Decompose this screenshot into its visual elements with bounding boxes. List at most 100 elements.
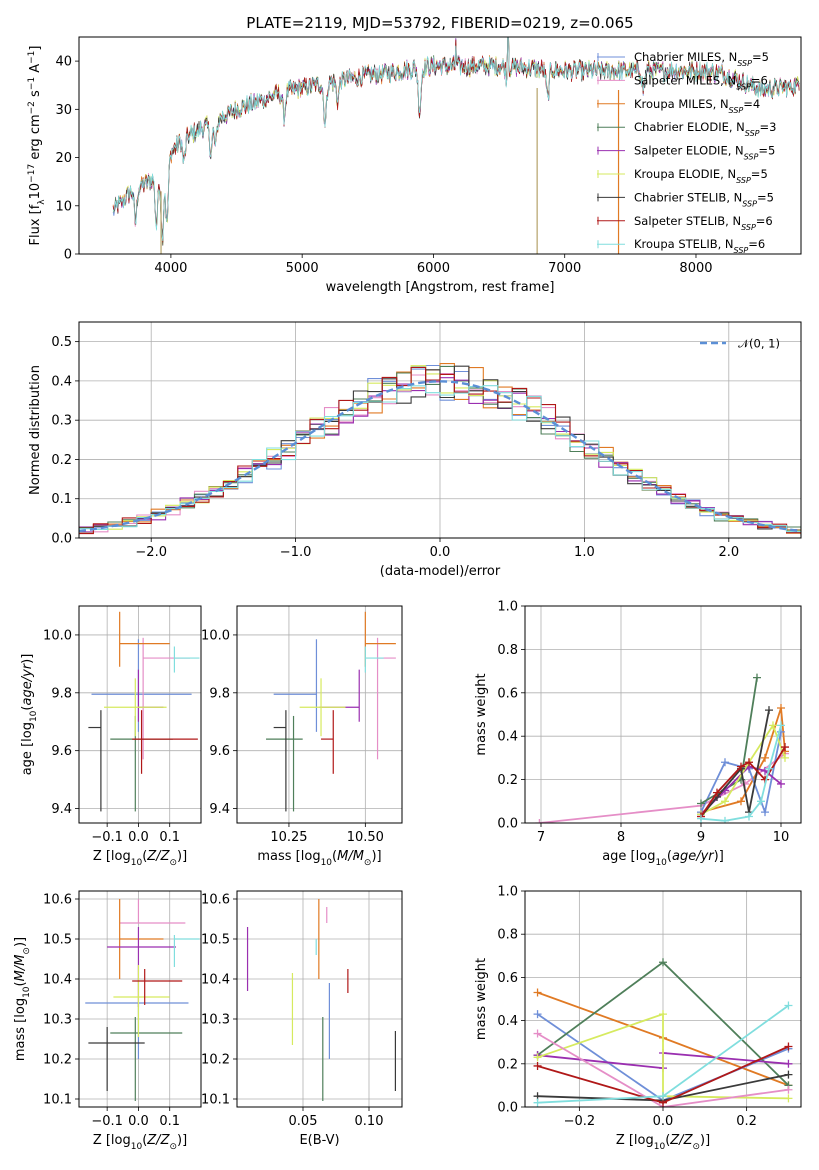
x-tick-label: 6000 [417,261,450,276]
y-tick-label: 0.6 [497,686,518,701]
mass_age-axes: 10.25 10.50 9.4 9.6 9.8 10.0 [201,606,402,845]
weight-line-ke [537,1012,789,1100]
weight-marker-ce [659,958,667,967]
y-tick-label: 20 [55,151,72,166]
legend-label-ks: Kroupa STELIB, NSSP=6 [634,237,765,255]
z_age-frame [78,605,202,824]
mass_age-errorbars [266,611,396,812]
x-tick-label: 9 [697,830,705,845]
legend-label-cs: Chabrier STELIB, NSSP=5 [634,190,774,208]
y-tick-label: 10.5 [201,933,230,948]
weight-marker-ke [781,753,789,762]
spectrum-frame [78,36,802,255]
spectrum-line-ks [112,37,800,242]
weight-marker-cs [784,1070,793,1079]
x-tick-label: 0.0 [653,1114,674,1129]
legend-label-cm: Chabrier MILES, NSSP=5 [634,50,769,68]
histogram-ks [79,385,801,536]
x-tick-label: 0.0 [128,830,149,845]
chart-title: PLATE=2119, MJD=53792, FIBERID=0219, z=0… [246,14,633,32]
spectrum-lines [112,37,800,254]
x-tick-label: 10.25 [270,830,307,845]
residuals-axes: −2.0 −1.0 0.0 1.0 2.0 0.0 0.1 0.2 0.3 0.4 0.5 [51,322,801,560]
y-tick-label: 10.2 [43,1053,72,1068]
z_weight-ylabel: mass weight [474,958,489,1040]
weight-marker-ce [697,799,705,808]
y-tick-label: 0.8 [497,928,518,943]
y-tick-label: 9.6 [51,744,72,759]
weight-marker-ke [721,797,729,806]
weight-marker-ks [784,1001,793,1010]
normal-curve [79,380,801,533]
z_weight-xlabel: Z [log10(Z/Z⊙)] [616,1133,710,1152]
weight-marker-ks [777,721,785,730]
y-tick-label: 10.5 [43,933,72,948]
y-tick-label: 9.4 [209,802,230,817]
legend-label-ke: Kroupa ELODIE, NSSP=5 [634,167,768,185]
weight-marker-ke [533,1053,542,1062]
x-tick-label: 7000 [548,261,581,276]
x-tick-label: 7 [537,830,545,845]
z_mass-xlabel: Z [log10(Z/Z⊙)] [93,1133,187,1152]
z_mass-axes: −0.1 0.0 0.1 10.1 10.2 10.3 10.4 10.5 10.6 [43,891,201,1129]
y-tick-label: 0.0 [497,1101,518,1116]
z_weight-axes: −0.2 0.0 0.2 0.0 0.2 0.4 0.6 0.8 1.0 [497,885,801,1129]
y-tick-label: 10 [55,199,72,214]
y-tick-label: 10.6 [43,893,72,908]
y-tick-label: 0.5 [51,335,72,350]
y-tick-label: 0.2 [497,1057,518,1072]
z_weight-lines [533,958,793,1107]
y-tick-label: 9.8 [51,686,72,701]
y-tick-label: 1.0 [497,885,518,900]
z_mass-ylabel: mass [log10(M/M⊙)] [13,937,32,1061]
y-tick-label: 10.3 [201,1013,230,1028]
weight-marker-ke [784,1094,793,1103]
weight-marker-ss [533,1061,542,1070]
weight-marker-ss [713,788,721,797]
z_mass-frame [78,890,202,1108]
weight-marker-ke [769,721,777,730]
x-tick-label: 5000 [286,261,319,276]
weight-marker-km [761,753,769,762]
y-tick-label: 10.0 [43,628,72,643]
residuals-xlabel: (data-model)/error [380,564,501,579]
weight-marker-cm [533,1010,542,1019]
x-tick-label: 0.1 [159,830,180,845]
x-tick-label: 10.50 [347,830,384,845]
y-tick-label: 1.0 [497,600,518,615]
legend-label-se: Salpeter ELODIE, NSSP=5 [634,144,775,162]
weight-marker-cm [721,758,729,767]
y-tick-label: 0.2 [497,773,518,788]
y-tick-label: 0.0 [497,817,518,832]
y-tick-label: 10.3 [43,1013,72,1028]
weight-marker-ss [784,1042,793,1051]
y-tick-label: 10.2 [201,1053,230,1068]
legend-normal-label: 𝒩(0, 1) [738,337,780,351]
x-tick-label: 1.0 [574,545,595,560]
ebv_mass-axes: 0.05 0.10 10.1 10.2 10.3 10.4 10.5 10.6 [201,891,402,1129]
ebv_mass-xlabel: E(B-V) [299,1133,339,1148]
x-tick-label: 8 [617,830,625,845]
weight-marker-cs [765,706,773,715]
x-tick-label: 0.10 [355,1114,384,1129]
y-tick-label: 9.8 [209,686,230,701]
weight-marker-ks [659,1092,667,1101]
weight-marker-ks [721,816,729,823]
weight-marker-ks [533,1098,542,1107]
x-tick-label: 0.1 [159,1114,180,1129]
x-tick-label: 0.2 [736,1114,757,1129]
mass_age-frame [236,605,403,824]
x-tick-label: 2.0 [718,545,739,560]
y-tick-label: 0 [64,248,72,263]
y-tick-label: 10.0 [201,628,230,643]
y-tick-label: 0.6 [497,971,518,986]
y-tick-label: 9.6 [209,744,230,759]
weight-marker-km [777,703,785,712]
weight-line-ce [700,677,758,805]
y-tick-label: 0.1 [51,492,72,507]
y-tick-label: 0.0 [51,532,72,547]
x-tick-label: −2.0 [135,545,167,560]
weight-marker-ss [781,743,789,752]
weight-marker-ss [737,762,745,771]
z_age-ylabel: age [log10(age/yr)] [20,654,39,776]
